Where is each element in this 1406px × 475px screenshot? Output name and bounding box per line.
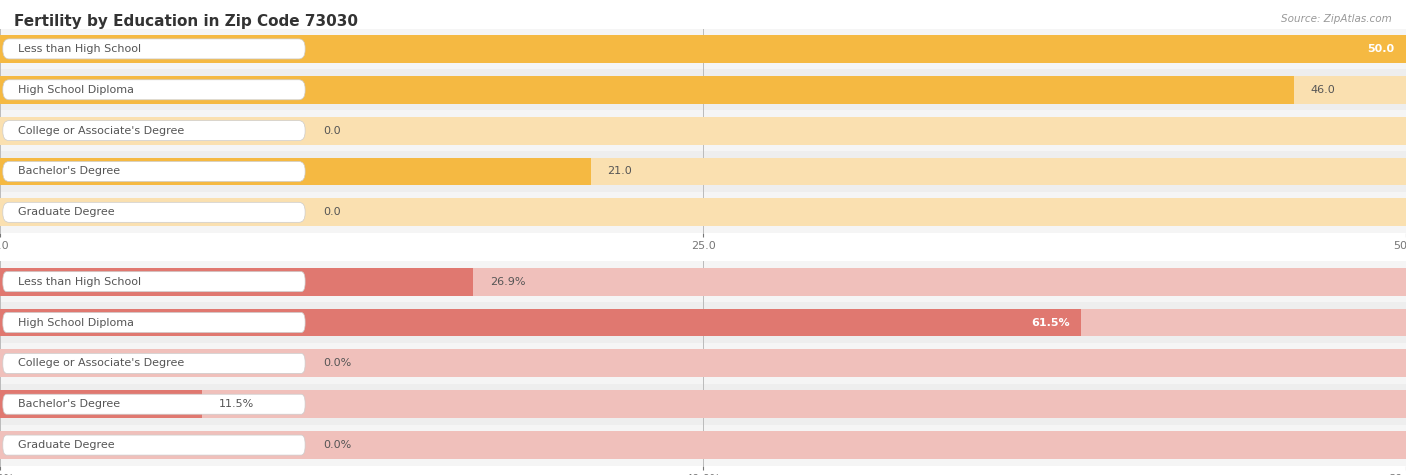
Text: Less than High School: Less than High School	[18, 276, 141, 287]
Text: Graduate Degree: Graduate Degree	[18, 207, 114, 218]
Bar	[0, 151, 1406, 192]
Bar	[0, 350, 1406, 377]
Bar	[0, 302, 1406, 343]
Text: College or Associate's Degree: College or Associate's Degree	[18, 125, 184, 136]
Text: 61.5%: 61.5%	[1031, 317, 1070, 328]
Bar	[0, 192, 1406, 233]
Bar	[0, 431, 1406, 459]
Text: 0.0%: 0.0%	[323, 440, 352, 450]
Bar	[0, 343, 1406, 384]
Bar	[0, 158, 591, 185]
Bar	[0, 28, 1406, 69]
FancyBboxPatch shape	[3, 121, 305, 141]
FancyBboxPatch shape	[3, 202, 305, 222]
Text: High School Diploma: High School Diploma	[18, 317, 134, 328]
FancyBboxPatch shape	[3, 39, 305, 59]
Text: Less than High School: Less than High School	[18, 44, 141, 54]
Bar	[0, 158, 1406, 185]
Text: Source: ZipAtlas.com: Source: ZipAtlas.com	[1281, 14, 1392, 24]
Text: Graduate Degree: Graduate Degree	[18, 440, 114, 450]
Bar	[0, 425, 1406, 466]
Text: Bachelor's Degree: Bachelor's Degree	[18, 166, 120, 177]
FancyBboxPatch shape	[3, 353, 305, 373]
Bar	[0, 110, 1406, 151]
Bar	[0, 261, 1406, 302]
Bar	[0, 390, 202, 418]
Bar	[0, 309, 1406, 336]
Text: 11.5%: 11.5%	[219, 399, 254, 409]
Text: Bachelor's Degree: Bachelor's Degree	[18, 399, 120, 409]
Bar	[0, 199, 1406, 226]
Bar	[0, 384, 1406, 425]
Text: 0.0%: 0.0%	[323, 358, 352, 369]
FancyBboxPatch shape	[3, 435, 305, 455]
Text: 46.0: 46.0	[1310, 85, 1336, 95]
Bar	[0, 117, 1406, 144]
Bar	[0, 35, 1406, 63]
Bar	[0, 268, 472, 295]
FancyBboxPatch shape	[3, 80, 305, 100]
Text: 0.0: 0.0	[323, 207, 342, 218]
Text: 21.0: 21.0	[607, 166, 633, 177]
Bar	[0, 390, 1406, 418]
Text: 26.9%: 26.9%	[489, 276, 524, 287]
Text: High School Diploma: High School Diploma	[18, 85, 134, 95]
Bar	[0, 76, 1406, 104]
FancyBboxPatch shape	[3, 394, 305, 414]
Text: Fertility by Education in Zip Code 73030: Fertility by Education in Zip Code 73030	[14, 14, 359, 29]
Text: College or Associate's Degree: College or Associate's Degree	[18, 358, 184, 369]
Bar	[0, 309, 1081, 336]
Bar	[0, 35, 1406, 63]
FancyBboxPatch shape	[3, 272, 305, 292]
Bar	[0, 268, 1406, 295]
FancyBboxPatch shape	[3, 313, 305, 332]
Text: 50.0: 50.0	[1368, 44, 1395, 54]
Bar	[0, 69, 1406, 110]
Text: 0.0: 0.0	[323, 125, 342, 136]
Bar	[0, 76, 1294, 104]
FancyBboxPatch shape	[3, 162, 305, 181]
